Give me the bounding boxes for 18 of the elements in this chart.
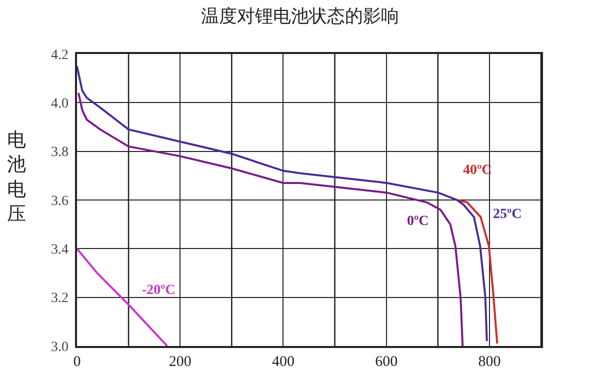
y-tick-label: 4.0 <box>50 96 68 112</box>
x-tick-label: 0 <box>73 354 81 369</box>
x-tick-label: 800 <box>478 354 501 369</box>
y-tick-label: 3.2 <box>50 291 68 306</box>
series-label: -20ºC <box>142 283 176 298</box>
x-tick-label: 200 <box>168 354 192 369</box>
y-tick-label: 4.2 <box>50 48 68 63</box>
x-tick-label: 400 <box>272 354 294 369</box>
chart-title: 温度对锂电池状态的影响 <box>201 6 399 27</box>
x-tick-label: 600 <box>375 354 398 369</box>
y-tick-label: 3.6 <box>50 194 68 209</box>
y-axis-title: 电池电压 <box>7 129 26 226</box>
y-tick-label: 3.8 <box>50 145 68 160</box>
y-tick-label: 3.4 <box>50 242 68 258</box>
y-tick-label: 3.0 <box>50 340 68 355</box>
series-label: 25ºC <box>493 207 522 222</box>
series-label: 0ºC <box>407 214 429 229</box>
line-series <box>78 92 464 346</box>
